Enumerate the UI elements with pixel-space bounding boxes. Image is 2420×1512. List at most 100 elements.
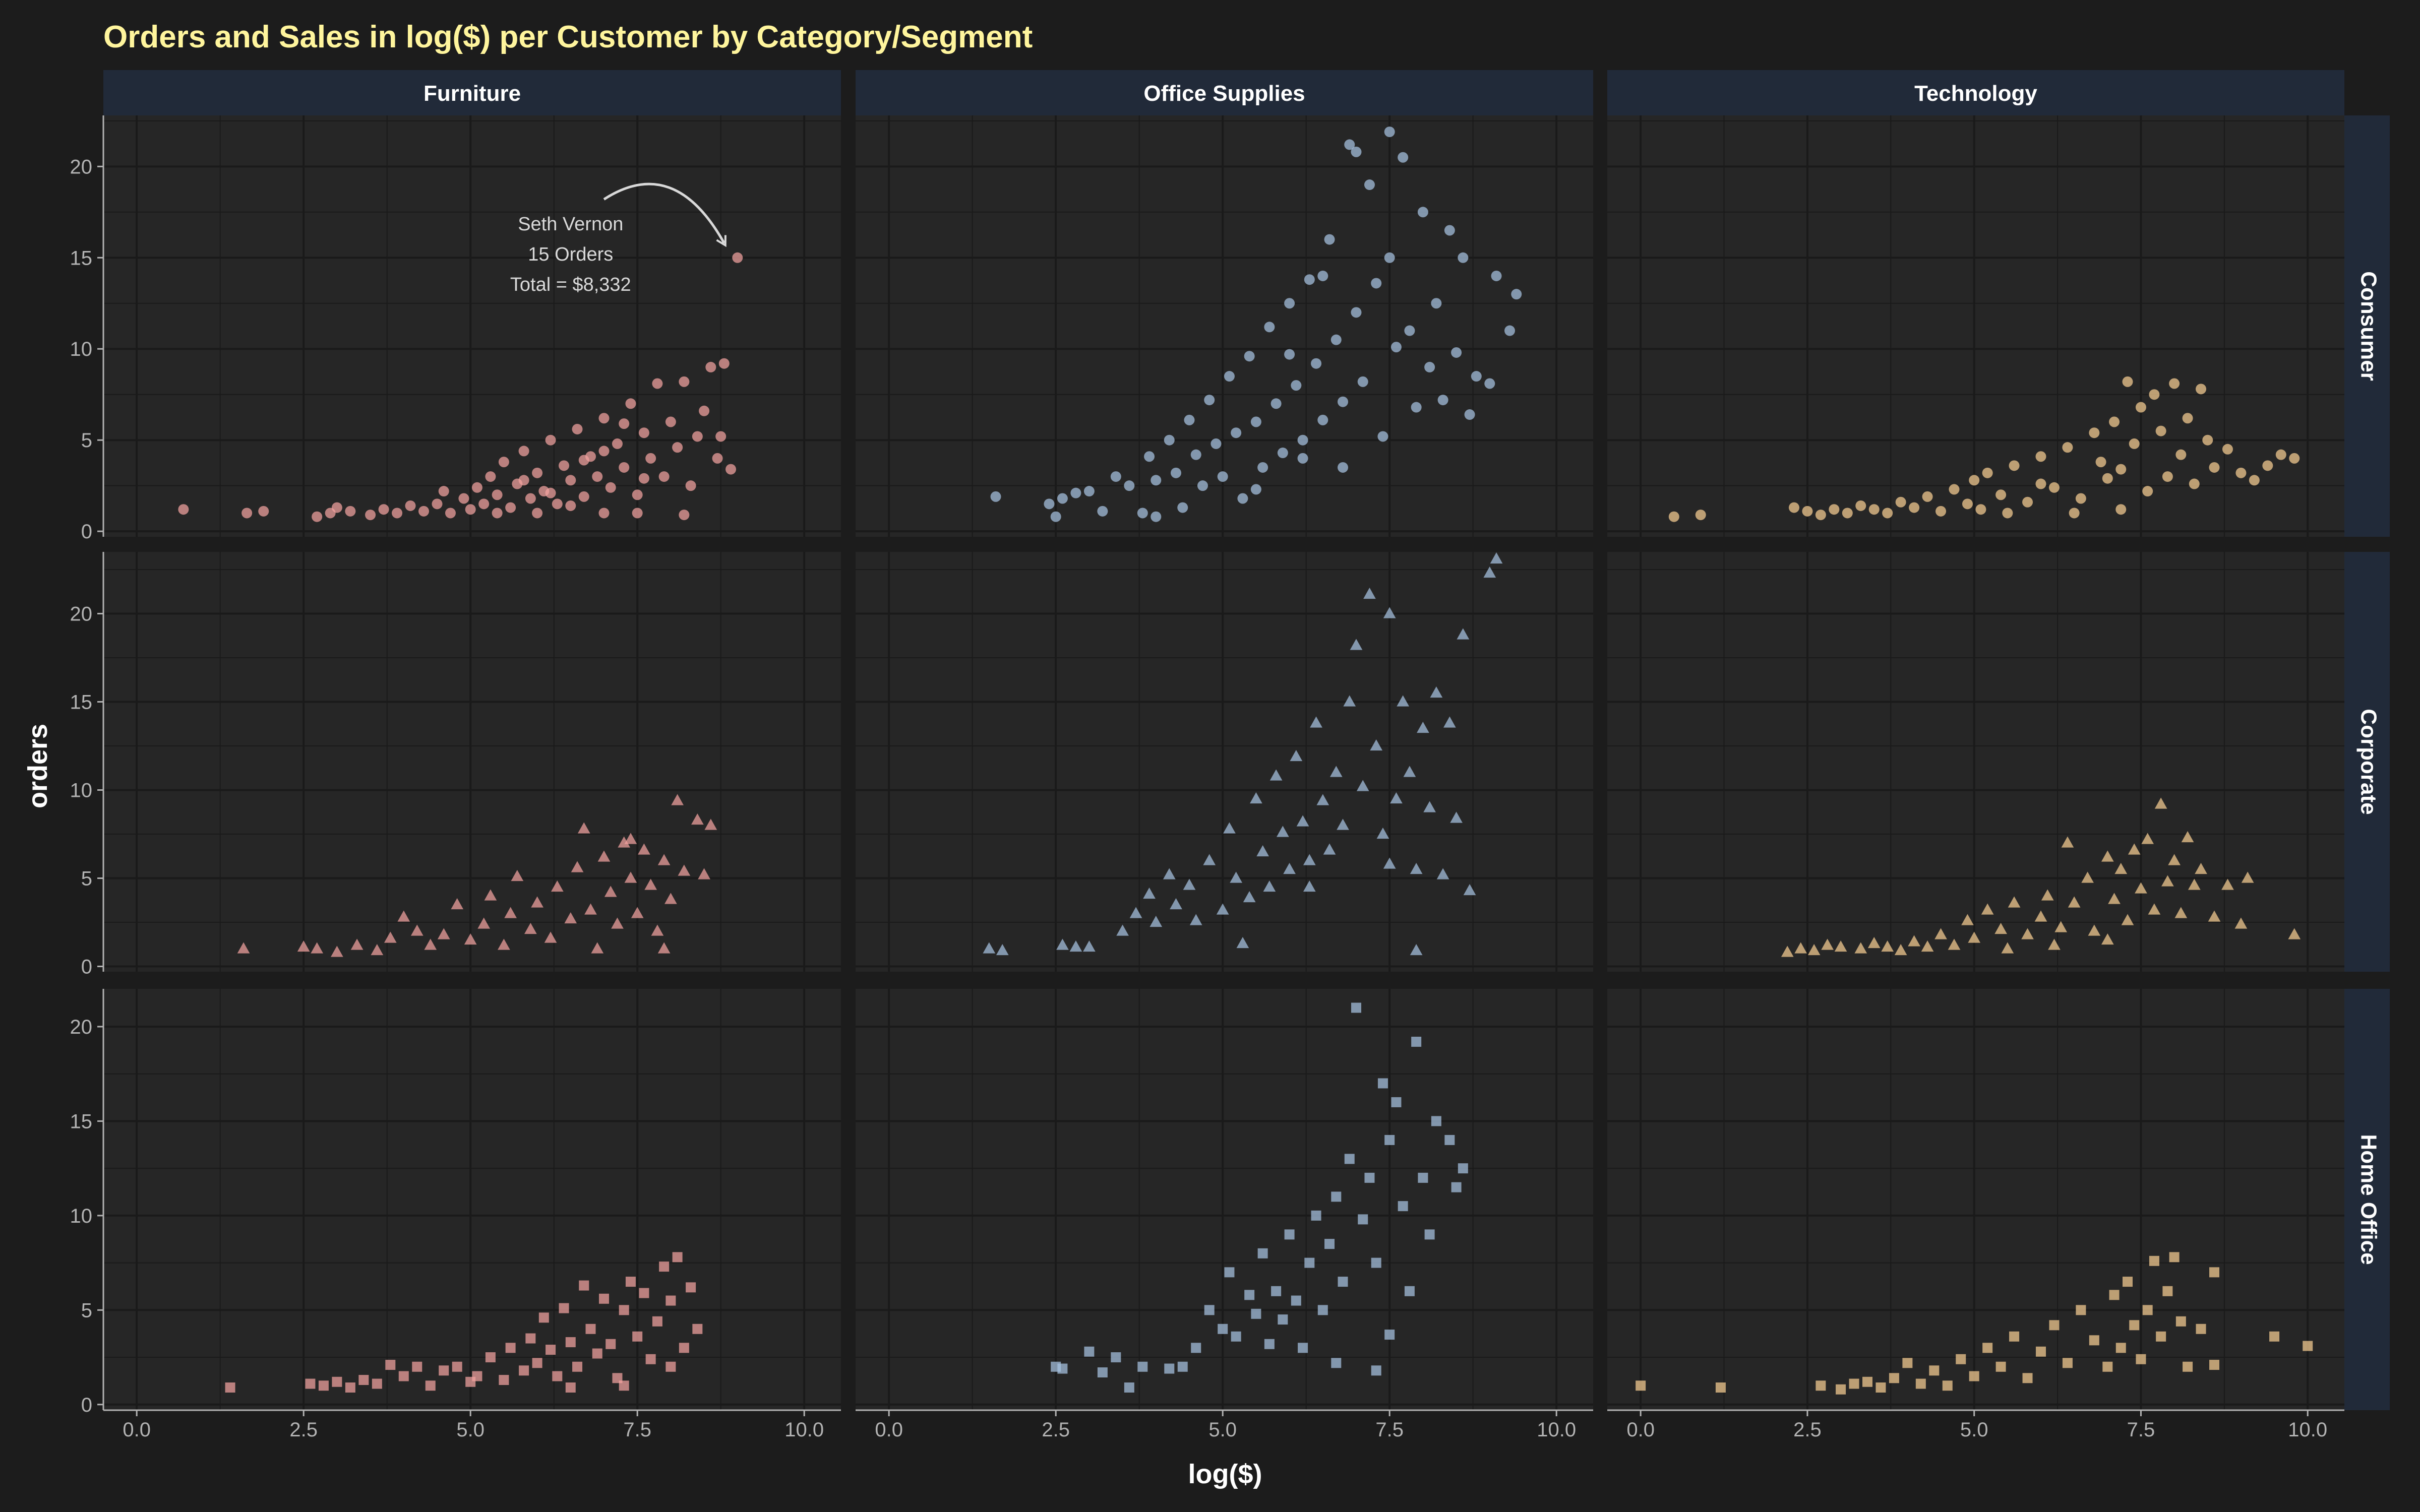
data-point — [2034, 910, 2047, 922]
data-point — [1794, 942, 1807, 954]
data-point — [672, 1252, 683, 1263]
data-point — [577, 822, 590, 834]
data-point — [471, 482, 482, 493]
data-point — [511, 870, 524, 881]
data-point — [2115, 464, 2127, 475]
data-point — [519, 1365, 529, 1376]
data-point — [1216, 903, 1229, 915]
data-point — [718, 358, 730, 369]
data-point — [438, 486, 449, 497]
data-point — [1384, 1135, 1395, 1145]
data-point — [1437, 395, 1448, 406]
x-tick-label: 7.5 — [623, 1419, 651, 1441]
data-point — [178, 504, 189, 515]
row-strip-label: Consumer — [2356, 271, 2381, 381]
data-point — [578, 491, 589, 502]
data-point — [484, 889, 497, 901]
data-point — [2123, 1277, 2133, 1287]
data-point — [1511, 289, 1522, 300]
data-point — [699, 405, 710, 416]
data-point — [578, 455, 589, 466]
data-point — [1316, 794, 1329, 805]
data-point — [2128, 843, 2141, 855]
data-point — [2183, 1361, 2193, 1372]
data-point — [1969, 475, 1980, 486]
data-point — [538, 1312, 549, 1323]
data-point — [1464, 409, 1475, 420]
x-tick-label: 5.0 — [1960, 1419, 1988, 1441]
data-point — [725, 464, 737, 475]
data-point — [598, 508, 610, 519]
data-point — [685, 480, 696, 491]
data-point — [1236, 937, 1249, 949]
data-point — [1331, 1191, 1342, 1202]
data-point — [1264, 322, 1275, 333]
data-point — [2048, 938, 2061, 950]
data-point — [1330, 334, 1342, 345]
data-point — [1190, 449, 1201, 460]
annotation-arrow — [603, 182, 727, 247]
data-point — [1137, 508, 1148, 519]
data-point — [437, 928, 450, 939]
data-point — [691, 813, 704, 825]
data-point — [237, 942, 250, 954]
data-point — [1324, 234, 1335, 245]
data-point — [705, 361, 716, 372]
data-point — [498, 938, 510, 950]
data-point — [565, 500, 576, 511]
data-point — [525, 1333, 536, 1344]
data-point — [1110, 471, 1121, 482]
data-point — [2089, 427, 2100, 438]
data-point — [1889, 1373, 1899, 1383]
data-point — [1251, 1308, 1261, 1319]
data-point — [1324, 1239, 1335, 1249]
data-point — [2196, 384, 2207, 395]
data-point — [564, 912, 577, 924]
data-point — [2154, 797, 2167, 809]
data-point — [1451, 347, 1462, 358]
data-point — [1203, 854, 1216, 865]
data-point — [1423, 801, 1436, 812]
data-point — [2129, 1320, 2140, 1331]
data-point — [2075, 493, 2086, 504]
panel-consumer-office-supplies — [856, 115, 1593, 537]
data-point — [477, 917, 491, 929]
data-point — [305, 1378, 316, 1389]
data-point — [1250, 792, 1262, 804]
panel-home-office-technology — [1607, 989, 2344, 1410]
data-point — [1504, 325, 1516, 336]
data-point — [1807, 944, 1821, 956]
data-point — [1297, 453, 1308, 464]
data-point — [1364, 179, 1375, 191]
data-point — [1909, 502, 1920, 513]
data-point — [679, 510, 690, 521]
data-point — [1358, 1214, 1368, 1225]
panel-corporate-office-supplies — [856, 552, 1593, 972]
data-point — [1284, 349, 1295, 360]
data-point — [345, 506, 356, 517]
data-point — [1244, 1290, 1255, 1300]
data-point — [605, 482, 616, 493]
data-point — [665, 416, 676, 427]
data-point — [1350, 639, 1363, 650]
data-point — [1376, 828, 1389, 839]
data-point — [1668, 511, 1679, 522]
data-point — [638, 473, 649, 484]
data-point — [485, 1352, 496, 1363]
data-point — [1291, 380, 1302, 391]
data-point — [371, 944, 384, 956]
data-point — [1189, 914, 1202, 925]
data-point — [619, 418, 630, 429]
data-point — [1150, 916, 1163, 927]
data-point — [1191, 1343, 1201, 1353]
panel-home-office-furniture — [103, 989, 841, 1410]
data-point — [1969, 1371, 1979, 1381]
data-point — [2168, 854, 2181, 865]
data-point — [531, 896, 543, 908]
data-point — [1829, 504, 1840, 515]
data-point — [1490, 552, 1503, 564]
data-point — [1303, 880, 1316, 892]
data-point — [1444, 1135, 1455, 1145]
data-point — [1177, 502, 1188, 513]
data-point — [2088, 924, 2101, 936]
